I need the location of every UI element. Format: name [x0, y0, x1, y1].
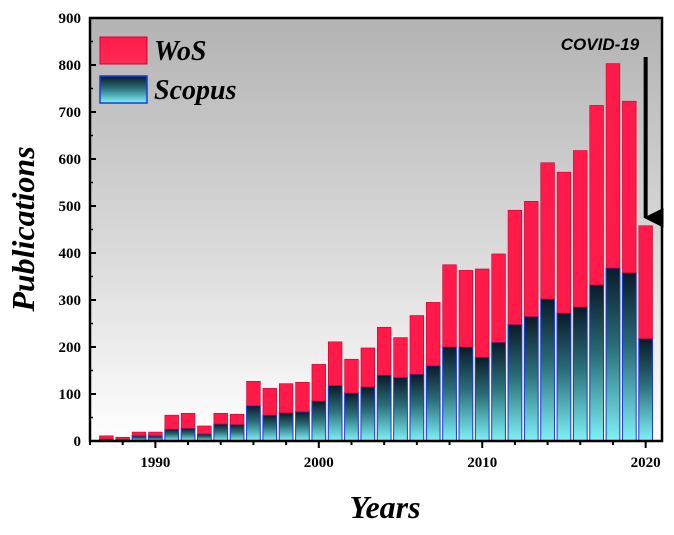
bar-wos-2004 [377, 326, 392, 376]
x-tick-label-2020: 2020 [631, 455, 661, 471]
bar-wos-1988 [115, 436, 130, 440]
bar-wos-1992 [180, 412, 196, 429]
legend-swatch-scopus [99, 75, 148, 104]
bar-wos-1987 [99, 435, 114, 440]
bar-wos-2020 [638, 225, 653, 339]
bar-scopus-1996 [246, 405, 261, 442]
bar-scopus-2005 [393, 377, 408, 442]
bar-scopus-2019 [621, 272, 637, 442]
bar-wos-2018 [605, 63, 621, 269]
legend-swatch-wos [99, 36, 148, 65]
bar-wos-2005 [393, 337, 408, 378]
bar-scopus-2014 [540, 298, 555, 442]
bar-wos-1989 [131, 431, 147, 437]
bar-wos-1997 [262, 388, 277, 416]
legend-label-scopus: Scopus [154, 75, 237, 106]
bar-wos-2006 [409, 315, 425, 375]
bar-scopus-1995 [229, 424, 245, 442]
bar-scopus-1998 [278, 412, 294, 442]
x-tick-label-2000: 2000 [304, 455, 334, 471]
bar-wos-2011 [491, 253, 506, 343]
bar-wos-2002 [344, 358, 359, 394]
bar-wos-2007 [426, 302, 441, 367]
bar-scopus-2001 [327, 385, 343, 442]
bar-wos-1994 [213, 412, 228, 425]
bar-scopus-2008 [442, 346, 457, 442]
bar-wos-2008 [442, 264, 457, 348]
bar-wos-1990 [148, 431, 163, 437]
bar-wos-2000 [311, 364, 326, 402]
bar-wos-2013 [524, 201, 539, 317]
bar-wos-1991 [164, 414, 179, 430]
bar-scopus-2010 [474, 356, 490, 442]
y-tick-label-400: 400 [59, 246, 82, 262]
y-tick-label-300: 300 [59, 293, 82, 309]
bar-scopus-1992 [180, 427, 196, 442]
bar-scopus-2003 [360, 386, 376, 442]
y-tick-label-0: 0 [74, 434, 82, 450]
y-axis: 0 100 200 300 400 500 600 700 800 900 [59, 11, 96, 450]
legend-label-wos: WoS [154, 36, 206, 67]
bar-scopus-2015 [556, 312, 572, 442]
covid-annotation: COVID-19 [561, 35, 664, 228]
bar-scopus-2012 [507, 323, 523, 442]
bar-scopus-1997 [262, 414, 278, 442]
bar-wos-1993 [197, 425, 212, 435]
bar-scopus-2020 [638, 338, 654, 442]
y-tick-label-100: 100 [59, 387, 82, 403]
bars-layer [98, 63, 654, 442]
bar-scopus-2000 [311, 400, 327, 442]
bar-scopus-2009 [458, 346, 474, 442]
bar-wos-2009 [458, 270, 474, 348]
bar-scopus-2018 [605, 267, 621, 442]
y-axis-label: Publications [5, 146, 41, 312]
y-tick-label-700: 700 [59, 105, 82, 121]
bar-wos-1995 [229, 413, 245, 425]
bar-wos-1998 [278, 383, 294, 414]
bar-scopus-1994 [213, 423, 229, 442]
bar-scopus-1999 [295, 411, 310, 442]
bar-wos-2012 [507, 209, 523, 325]
bar-wos-2019 [622, 100, 637, 274]
x-tick-label-1990: 1990 [140, 455, 170, 471]
y-tick-label-900: 900 [59, 11, 82, 27]
bar-scopus-2006 [409, 373, 425, 442]
bar-scopus-2004 [376, 374, 392, 442]
bar-scopus-2013 [523, 315, 539, 442]
x-axis-label: Years [349, 489, 420, 525]
bar-wos-1996 [246, 381, 261, 407]
bar-scopus-2011 [491, 341, 506, 442]
bar-wos-1999 [295, 381, 310, 413]
y-tick-label-500: 500 [59, 199, 82, 215]
x-tick-label-2010: 2010 [467, 455, 497, 471]
bar-wos-2001 [327, 341, 343, 386]
bar-wos-2015 [556, 171, 572, 314]
y-tick-label-800: 800 [59, 58, 82, 74]
x-axis: 1990 2000 2010 2020 [89, 441, 661, 471]
bar-wos-2003 [360, 347, 375, 388]
bar-wos-2016 [573, 150, 588, 308]
y-tick-label-600: 600 [59, 152, 82, 168]
bar-scopus-1991 [164, 428, 180, 442]
bar-wos-2017 [589, 105, 604, 286]
bar-scopus-2017 [589, 284, 604, 442]
bar-scopus-2016 [572, 306, 588, 442]
bar-wos-2010 [475, 268, 490, 358]
legend: WoS Scopus [99, 36, 237, 106]
y-tick-label-200: 200 [59, 340, 82, 356]
bar-scopus-2007 [425, 365, 441, 442]
bar-scopus-2002 [344, 392, 359, 442]
bar-wos-2014 [540, 162, 555, 300]
annotation-label: COVID-19 [561, 35, 640, 54]
